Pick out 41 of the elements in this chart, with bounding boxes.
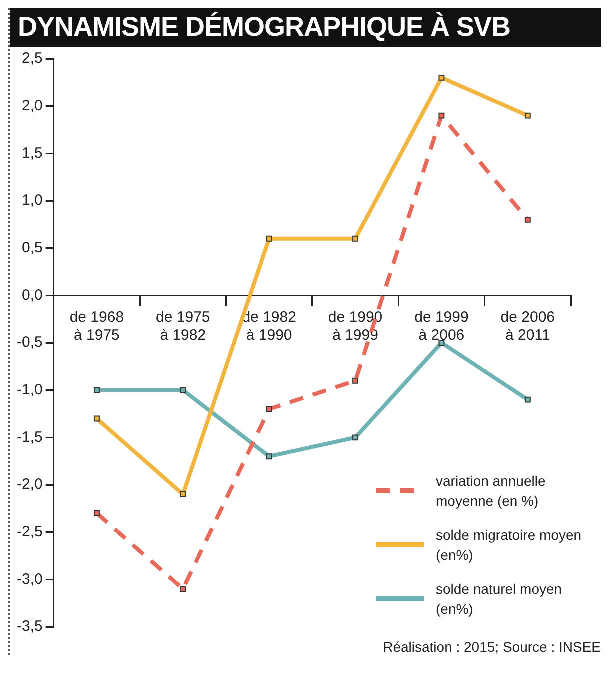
point — [438, 340, 445, 346]
chart-title: DYNAMISME DÉMOGRAPHIQUE À SVB — [10, 8, 601, 47]
point — [352, 434, 358, 441]
y-tick-label: -1,0 — [16, 381, 43, 398]
point — [524, 396, 531, 403]
point — [524, 216, 531, 223]
y-tick-label: 0,0 — [22, 286, 43, 304]
y-tick-label: -0,5 — [16, 334, 43, 352]
point — [266, 454, 272, 460]
point — [180, 387, 186, 394]
point — [94, 387, 100, 394]
point — [524, 112, 531, 119]
x-tick-label: de 1975 à 1982 — [156, 308, 210, 344]
point — [180, 586, 186, 592]
y-tick-label: 1,0 — [22, 192, 43, 210]
y-tick-label: 1,5 — [22, 144, 43, 162]
point — [438, 74, 445, 81]
y-tick-label: -3,0 — [16, 570, 43, 588]
point — [94, 416, 100, 422]
point — [94, 510, 100, 516]
x-tick-label: de 2006 à 2011 — [500, 308, 556, 344]
y-tick-label: -1,5 — [16, 428, 43, 446]
text: Réalisation : 2015; Source : INSEE — [382, 639, 601, 655]
legend-label: solde migratoire moyen (en%) — [436, 526, 583, 565]
y-tick-label: 2,0 — [22, 97, 43, 114]
point — [438, 112, 445, 119]
point — [352, 236, 358, 242]
legend-label: variation annuelle moyenne (en %) — [436, 472, 547, 511]
x-tick-label: de 1990 à 1999 — [328, 308, 383, 344]
point — [352, 378, 358, 384]
point — [180, 491, 186, 498]
point — [266, 406, 272, 412]
y-tick-label: -2,5 — [16, 523, 43, 540]
y-tick-label: -2,0 — [16, 476, 43, 494]
x-tick-label: de 1968 à 1975 — [70, 308, 124, 344]
point — [266, 236, 272, 242]
y-tick-label: -3,5 — [16, 618, 43, 636]
y-tick-label: 0,5 — [22, 239, 43, 256]
legend-label: solde naturel moyen (en%) — [436, 580, 564, 619]
y-tick-label: 2,5 — [22, 50, 43, 68]
x-tick-label: de 1999 à 2006 — [414, 308, 469, 344]
